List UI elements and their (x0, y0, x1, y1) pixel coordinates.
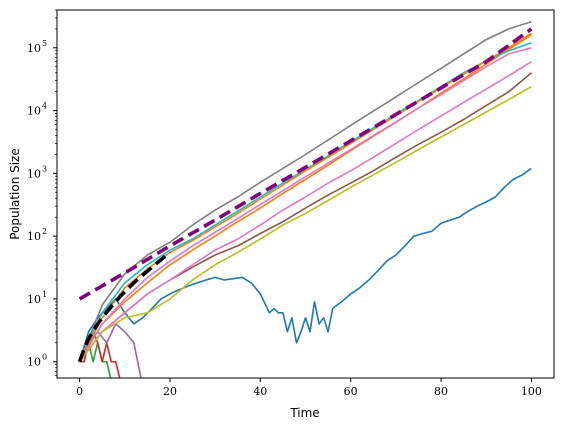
y-tick-exponent: 5 (42, 39, 47, 48)
x-tick-label: 20 (163, 385, 177, 398)
x-axis-label: Time (289, 406, 319, 420)
series-line-7 (78, 61, 532, 363)
y-tick-label: 10 (27, 293, 41, 306)
series-line-14 (77, 251, 172, 363)
series-layer (77, 20, 533, 378)
y-tick-exponent: 4 (42, 102, 47, 111)
series-line-9 (78, 86, 532, 363)
x-tick-label: 40 (253, 385, 267, 398)
x-tick-label: 60 (344, 385, 358, 398)
series-line-8 (78, 20, 532, 362)
series-line-2 (78, 34, 532, 363)
y-tick-exponent: 3 (42, 164, 47, 173)
y-tick-label: 10 (27, 42, 41, 55)
y-tick-exponent: 0 (42, 353, 47, 362)
x-tick-label: 100 (521, 385, 542, 398)
y-axis-label: Population Size (8, 148, 22, 240)
plot-frame (56, 9, 555, 379)
series-line-1 (78, 167, 532, 362)
series-line-13 (78, 27, 533, 301)
y-tick-label: 10 (27, 230, 41, 243)
series-line-12 (78, 47, 532, 363)
y-tick-label: 10 (27, 356, 41, 369)
y-tick-exponent: 2 (42, 227, 47, 236)
y-tick-label: 10 (27, 105, 41, 118)
x-tick-label: 0 (76, 385, 83, 398)
y-tick-exponent: 1 (42, 290, 47, 299)
y-tick-label: 10 (27, 167, 41, 180)
x-tick-label: 80 (434, 385, 448, 398)
